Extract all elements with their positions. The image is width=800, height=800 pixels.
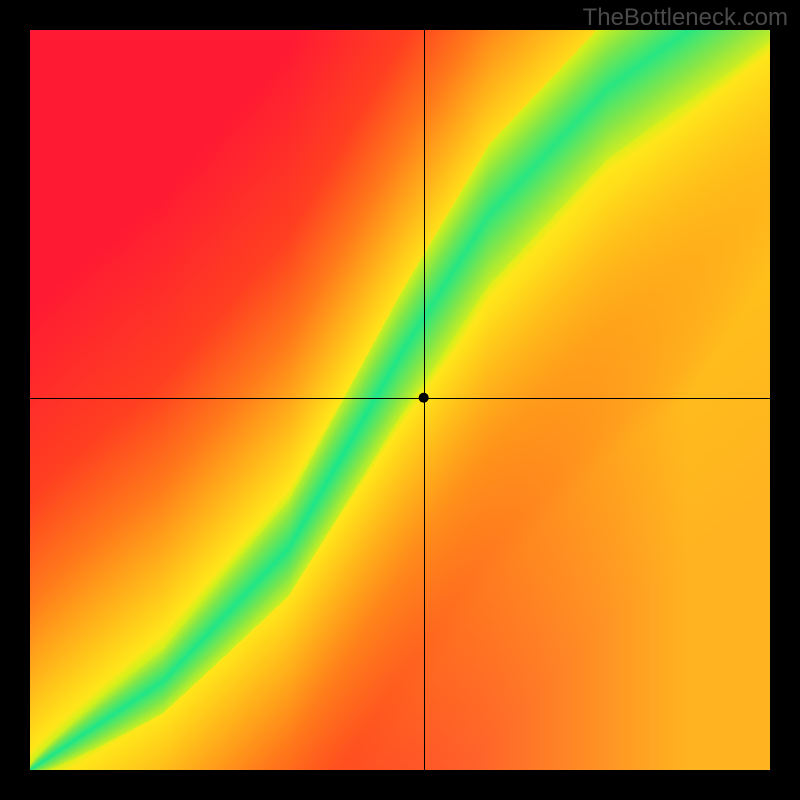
outer-frame <box>0 0 800 800</box>
watermark-text: TheBottleneck.com <box>583 4 788 32</box>
heatmap-canvas <box>0 0 800 800</box>
